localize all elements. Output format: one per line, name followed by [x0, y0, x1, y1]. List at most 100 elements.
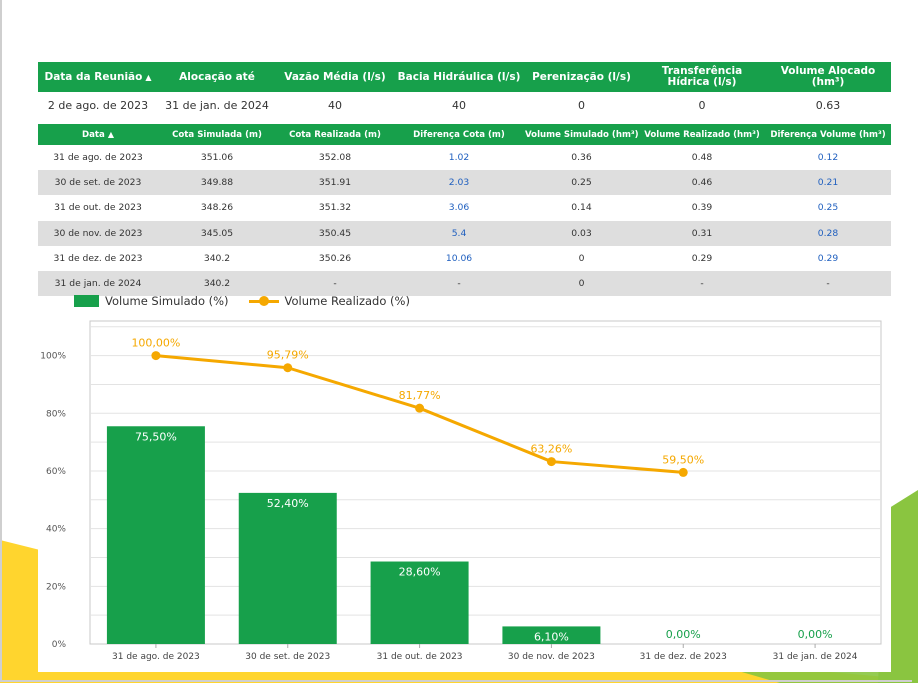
header-volume-simulado[interactable]: Volume Simulado (hm³) [524, 124, 639, 145]
table-cell: - [394, 270, 524, 297]
header-vazao-media[interactable]: Vazão Média (l/s) [276, 62, 394, 92]
table-cell: 1.02 [448, 152, 470, 164]
sort-asc-icon[interactable]: ▲ [145, 72, 152, 82]
table-row: 31 de out. de 2023 348.26 351.32 3.06 0.… [38, 195, 891, 220]
x-tick-label: 31 de out. de 2023 [377, 652, 463, 662]
line-point [546, 457, 556, 467]
line-data-label: 59,50% [662, 453, 704, 466]
table-cell: 31 de ago. de 2023 [53, 152, 143, 164]
x-tick-label: 30 de set. de 2023 [245, 652, 330, 662]
header-data[interactable]: Data ▲ [38, 124, 158, 145]
header-perenizacao[interactable]: Perenização (l/s) [524, 62, 639, 92]
y-tick-label: 20% [46, 582, 66, 592]
x-tick-label: 31 de jan. de 2024 [773, 652, 858, 662]
plot-area [89, 320, 882, 645]
detail-table: Data ▲ Cota Simulada (m) Cota Realizada (… [38, 124, 891, 297]
line-point [415, 403, 425, 413]
header-cota-simulada[interactable]: Cota Simulada (m) [158, 124, 276, 145]
table-cell: 40 [452, 98, 466, 112]
table-cell: 40 [328, 98, 342, 112]
table-cell: 0 [524, 270, 639, 297]
header-transferencia-hidrica[interactable]: Transferência Hídrica (l/s) [639, 62, 765, 92]
table-cell: 0.03 [524, 220, 639, 246]
line-data-label: 95,79% [267, 349, 309, 362]
x-tick-label: 31 de ago. de 2023 [112, 652, 200, 662]
table-cell: 31 de dez. de 2023 [53, 252, 143, 264]
table-cell: 3.06 [448, 202, 470, 214]
header-diferenca-cota[interactable]: Diferença Cota (m) [394, 124, 524, 145]
table-cell: 0.12 [817, 152, 839, 164]
header-alocacao-ate[interactable]: Alocação até [158, 62, 276, 92]
table-cell: 0.14 [571, 202, 592, 214]
header-data-reuniao[interactable]: Data da Reunião ▲ [38, 62, 158, 92]
x-tick-label: 31 de dez. de 2023 [640, 652, 727, 662]
table-cell: 30 de set. de 2023 [38, 170, 158, 196]
table-cell: 0.36 [571, 152, 592, 164]
line-point [283, 363, 293, 373]
table-cell: 0.46 [639, 170, 765, 196]
table-row: 30 de set. de 2023 349.88 351.91 2.03 0.… [38, 170, 891, 196]
x-tick-label: 30 de nov. de 2023 [508, 652, 595, 662]
line-point [151, 351, 161, 361]
bar-data-label: 52,40% [267, 497, 309, 510]
detail-header-row: Data ▲ Cota Simulada (m) Cota Realizada (… [38, 124, 891, 145]
table-cell: 340.2 [203, 252, 231, 264]
summary-table: Data da Reunião ▲ Alocação até Vazão Médi… [38, 62, 891, 118]
table-cell: 0.21 [765, 170, 891, 196]
table-cell: 5.4 [394, 220, 524, 246]
report-panel: Data da Reunião ▲ Alocação até Vazão Médi… [38, 0, 891, 672]
sort-asc-icon[interactable]: ▲ [107, 129, 114, 139]
table-cell: 348.26 [200, 202, 234, 214]
table-cell: 30 de nov. de 2023 [38, 220, 158, 246]
table-cell: 0.39 [691, 202, 713, 214]
table-cell: 345.05 [158, 220, 276, 246]
bar-data-label: 75,50% [135, 430, 177, 443]
bar-data-label: 6,10% [534, 630, 569, 643]
table-cell: 0 [698, 98, 706, 112]
table-cell: 352.08 [318, 152, 352, 164]
table-cell: 0.25 [817, 202, 839, 214]
legend-line-swatch[interactable] [248, 295, 279, 307]
volume-chart: 0% 20% 40% 60% 80% 100% 75,50% 52,40% 28,60% 6,10… [40, 320, 882, 662]
line-data-label: 81,77% [399, 389, 441, 402]
summary-row: 2 de ago. de 2023 31 de jan. de 2024 40 … [38, 92, 891, 118]
table-cell: 0.31 [639, 220, 765, 246]
table-cell: - [639, 270, 765, 297]
table-cell: 31 de out. de 2023 [54, 202, 142, 214]
y-tick-label: 40% [46, 525, 66, 535]
bar [238, 492, 337, 644]
table-cell: 0 [578, 252, 585, 264]
bar [502, 626, 601, 644]
table-cell: 340.2 [158, 270, 276, 297]
table-cell: 350.45 [276, 220, 394, 246]
y-tick-label: 80% [46, 409, 66, 419]
legend-line-label[interactable]: Volume Realizado (%) [284, 294, 410, 308]
legend-bar-label[interactable]: Volume Simulado (%) [105, 294, 229, 308]
header-cota-realizada[interactable]: Cota Realizada (m) [276, 124, 394, 145]
table-cell: 0.29 [817, 252, 839, 264]
table-cell: 350.26 [318, 252, 352, 264]
header-bacia-hidraulica[interactable]: Bacia Hidráulica (l/s) [394, 62, 524, 92]
table-cell: 31 de jan. de 2024 [38, 270, 158, 297]
table-cell: 2 de ago. de 2023 [47, 98, 149, 112]
legend-bar-swatch[interactable] [74, 295, 99, 307]
bar [106, 426, 205, 644]
table-cell: 0 [578, 98, 585, 112]
table-cell: 31 de jan. de 2024 [165, 98, 269, 112]
table-cell: 10.06 [445, 252, 473, 264]
y-tick-label: 60% [46, 467, 66, 477]
y-tick-label: 0% [52, 640, 67, 650]
table-cell: 0.25 [524, 170, 639, 196]
bar-data-label: 0,00% [798, 628, 833, 641]
table-row: 31 de ago. de 2023 351.06 352.08 1.02 0.… [38, 145, 891, 170]
chart-legend: Volume Simulado (%) Volume Realizado (%) [74, 294, 410, 308]
table-cell: 0.29 [691, 252, 713, 264]
header-diferenca-volume[interactable]: Diferença Volume (hm³) [765, 124, 891, 145]
header-volume-alocado[interactable]: Volume Alocado (hm³) [765, 62, 891, 92]
header-volume-realizado[interactable]: Volume Realizado (hm³) [639, 124, 765, 145]
y-tick-label: 100% [40, 352, 66, 362]
bar-data-label: 28,60% [399, 566, 441, 579]
summary-header-row: Data da Reunião ▲ Alocação até Vazão Médi… [38, 62, 891, 92]
table-cell: - [276, 270, 394, 297]
bar [370, 561, 469, 644]
